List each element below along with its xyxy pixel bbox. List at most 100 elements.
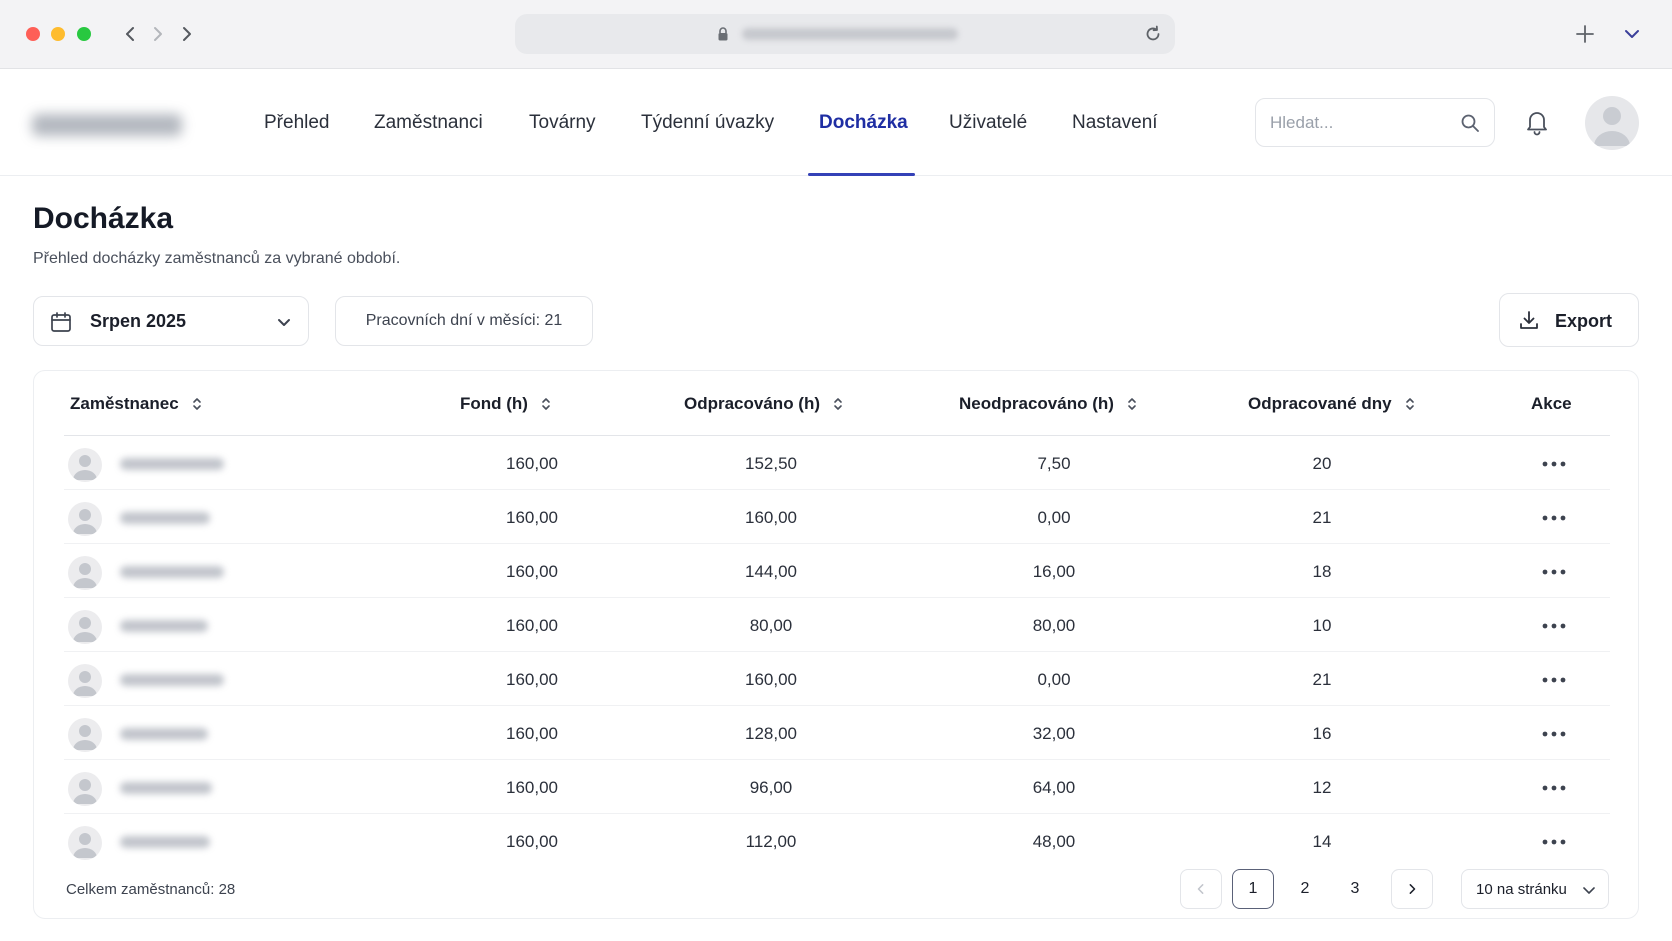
nav-item-tydenni-uvazky[interactable]: Týdenní úvazky <box>641 111 775 133</box>
user-icon <box>73 833 97 858</box>
nav-item-tovarny[interactable]: Továrny <box>529 111 596 133</box>
page-title: Docházka <box>33 202 174 235</box>
sort-icon[interactable] <box>1126 396 1138 412</box>
row-actions-button[interactable] <box>1534 653 1574 706</box>
row-actions-button[interactable] <box>1534 491 1574 544</box>
fond-cell: 160,00 <box>506 831 558 851</box>
user-avatar[interactable] <box>1585 96 1639 150</box>
worked-cell: 80,00 <box>749 615 793 635</box>
row-actions-button[interactable] <box>1534 545 1574 598</box>
table-row: 160,00 96,00 64,00 12 <box>64 761 1610 814</box>
row-actions-button[interactable] <box>1534 761 1574 814</box>
more-horizontal-icon <box>1542 515 1566 520</box>
user-icon <box>1594 107 1630 146</box>
days-cell: 10 <box>1312 615 1332 635</box>
minimize-window-button[interactable] <box>51 27 65 41</box>
user-icon <box>73 725 97 750</box>
reload-icon[interactable] <box>1143 24 1163 44</box>
employee-cell[interactable] <box>68 824 308 860</box>
export-button[interactable]: Export <box>1499 293 1639 347</box>
employee-cell[interactable] <box>68 716 308 752</box>
table-header: Zaměstnanec Fond (h) Odpracováno (h) Neo… <box>64 371 1610 436</box>
days-cell: 21 <box>1312 507 1332 527</box>
sort-icon[interactable] <box>540 396 552 412</box>
row-actions-button[interactable] <box>1534 437 1574 490</box>
more-horizontal-icon <box>1542 731 1566 736</box>
nav-item-dochazka[interactable]: Docházka <box>819 111 908 133</box>
browser-toolbar <box>0 0 1672 69</box>
worked-cell: 96,00 <box>749 777 793 797</box>
employee-cell[interactable] <box>68 500 308 536</box>
more-horizontal-icon <box>1542 569 1566 574</box>
bell-icon[interactable] <box>1524 108 1550 136</box>
nav-item-uzivatele[interactable]: Uživatelé <box>949 111 1028 133</box>
row-actions-button[interactable] <box>1534 815 1574 868</box>
pagination-prev-button[interactable] <box>1180 869 1222 909</box>
pagination-page-3[interactable]: 3 <box>1350 880 1360 897</box>
attendance-table: Zaměstnanec Fond (h) Odpracováno (h) Neo… <box>33 370 1639 919</box>
user-icon <box>73 671 97 696</box>
employee-cell[interactable] <box>68 608 308 644</box>
user-icon <box>73 779 97 804</box>
month-select[interactable]: Srpen 2025 <box>33 296 309 346</box>
table-row: 160,00 80,00 80,00 10 <box>64 599 1610 652</box>
not-worked-cell: 0,00 <box>1037 507 1071 527</box>
days-cell: 18 <box>1312 561 1332 581</box>
row-actions-button[interactable] <box>1534 599 1574 652</box>
nav-item-nastaveni[interactable]: Nastavení <box>1072 111 1158 133</box>
chevron-down-icon <box>1583 887 1595 894</box>
company-logo[interactable] <box>32 114 182 136</box>
lock-icon <box>718 27 728 41</box>
employee-name-blurred <box>120 512 210 524</box>
fond-cell: 160,00 <box>506 777 558 797</box>
row-actions-button[interactable] <box>1534 707 1574 760</box>
not-worked-cell: 7,50 <box>1037 453 1071 473</box>
search-input[interactable] <box>1270 111 1450 135</box>
chevron-down-icon <box>278 319 290 326</box>
employee-avatar <box>68 448 102 482</box>
employee-name-blurred <box>120 620 208 632</box>
worked-cell: 144,00 <box>745 561 797 581</box>
new-tab-button[interactable] <box>1572 21 1598 47</box>
employee-cell[interactable] <box>68 446 308 482</box>
employee-cell[interactable] <box>68 770 308 806</box>
close-window-button[interactable] <box>26 27 40 41</box>
employee-cell[interactable] <box>68 662 308 698</box>
nav-item-zamestnanci[interactable]: Zaměstnanci <box>374 111 483 133</box>
user-icon <box>73 509 97 534</box>
employee-name-blurred <box>120 836 210 848</box>
workdays-info: Pracovních dní v měsíci: 21 <box>335 296 593 346</box>
forward-button[interactable] <box>176 22 198 46</box>
forward-button-disabled[interactable] <box>147 22 169 46</box>
per-page-select[interactable]: 10 na stránku <box>1461 869 1609 909</box>
chevron-left-icon <box>126 27 134 41</box>
sort-icon[interactable] <box>832 396 844 412</box>
employee-avatar <box>68 502 102 536</box>
sort-icon[interactable] <box>1404 396 1416 412</box>
days-cell: 16 <box>1312 723 1332 743</box>
days-cell: 14 <box>1312 831 1332 851</box>
fond-cell: 160,00 <box>506 615 558 635</box>
not-worked-cell: 48,00 <box>1032 831 1076 851</box>
pagination-page-2[interactable]: 2 <box>1300 880 1310 897</box>
address-bar[interactable] <box>515 14 1175 54</box>
employee-name-blurred <box>120 458 224 470</box>
back-button[interactable] <box>119 22 141 46</box>
days-cell: 12 <box>1312 777 1332 797</box>
employee-cell[interactable] <box>68 554 308 590</box>
column-header-fond: Fond (h) <box>460 371 552 436</box>
fond-cell: 160,00 <box>506 453 558 473</box>
employee-avatar <box>68 826 102 860</box>
pagination-page-1[interactable]: 1 <box>1232 869 1274 909</box>
app-header: Přehled Zaměstnanci Továrny Týdenní úvaz… <box>0 69 1672 176</box>
sort-icon[interactable] <box>191 396 203 412</box>
nav-item-prehled[interactable]: Přehled <box>264 111 330 133</box>
tab-menu-button[interactable] <box>1619 21 1645 47</box>
table-row: 160,00 160,00 0,00 21 <box>64 653 1610 706</box>
worked-cell: 152,50 <box>745 453 797 473</box>
search-icon[interactable] <box>1460 113 1480 133</box>
maximize-window-button[interactable] <box>77 27 91 41</box>
fond-cell: 160,00 <box>506 561 558 581</box>
pagination-next-button[interactable] <box>1391 869 1433 909</box>
chevron-right-icon <box>183 27 191 41</box>
